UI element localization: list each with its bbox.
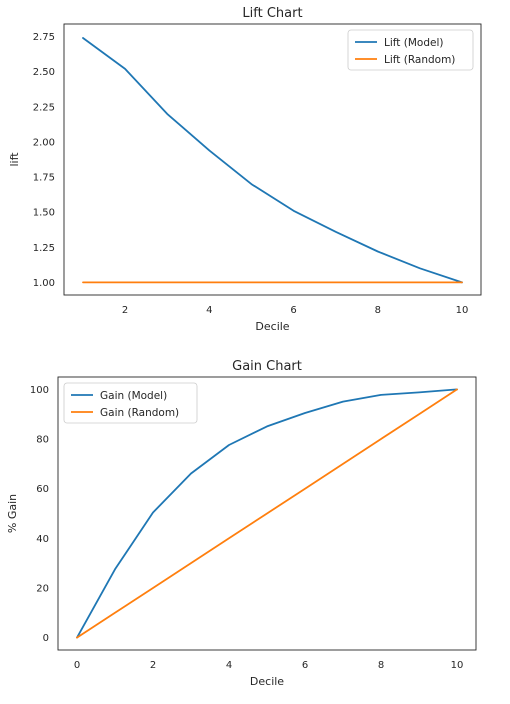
y-tick-label: 0 xyxy=(43,633,49,644)
y-tick-label: 80 xyxy=(36,435,49,446)
chart-title: Gain Chart xyxy=(232,359,302,374)
legend-label: Lift (Model) xyxy=(384,37,443,49)
x-axis-label: Decile xyxy=(250,675,284,688)
y-tick-label: 1.25 xyxy=(33,243,55,254)
y-tick-label: 1.50 xyxy=(33,208,55,219)
legend-label: Gain (Model) xyxy=(100,390,167,402)
y-axis-label: % Gain xyxy=(6,494,19,533)
legend-label: Gain (Random) xyxy=(100,407,179,419)
x-tick-label: 6 xyxy=(302,660,308,671)
legend-box xyxy=(63,382,198,424)
legend-box xyxy=(347,29,474,71)
legend-label: Lift (Random) xyxy=(384,54,455,66)
y-tick-label: 2.50 xyxy=(33,67,55,78)
lift-chart: Lift Chart 2 4 6 8 10 1.00 1.25 1.50 1.75 2.00 2.25… xyxy=(8,6,482,333)
series-line-model xyxy=(82,37,463,284)
y-axis-label: lift xyxy=(8,152,21,167)
y-tick-label: 60 xyxy=(36,484,49,495)
x-tick-label: 2 xyxy=(122,305,128,316)
x-tick-label: 8 xyxy=(378,660,384,671)
y-tick-label: 1.00 xyxy=(33,278,55,289)
x-tick-label: 10 xyxy=(456,305,469,316)
y-tick-label: 2.75 xyxy=(33,32,55,43)
y-tick-label: 2.25 xyxy=(33,102,55,113)
x-tick-label: 2 xyxy=(150,660,156,671)
x-tick-label: 6 xyxy=(290,305,296,316)
legend: Lift (Model) Lift (Random) xyxy=(347,29,474,71)
x-tick-label: 4 xyxy=(206,305,212,316)
y-tick-label: 20 xyxy=(36,583,49,594)
series-line-model xyxy=(76,388,458,639)
x-tick-label: 10 xyxy=(451,660,464,671)
chart-title: Lift Chart xyxy=(242,6,302,21)
y-tick-label: 1.75 xyxy=(33,173,55,184)
y-tick-label: 40 xyxy=(36,534,49,545)
x-tick-label: 0 xyxy=(74,660,80,671)
x-axis-label: Decile xyxy=(255,320,289,333)
series-line-random xyxy=(76,388,458,639)
x-tick-label: 8 xyxy=(375,305,381,316)
legend: Gain (Model) Gain (Random) xyxy=(63,382,198,424)
y-tick-label: 2.00 xyxy=(33,137,55,148)
y-tick-label: 100 xyxy=(30,385,49,396)
x-tick-label: 4 xyxy=(226,660,232,671)
